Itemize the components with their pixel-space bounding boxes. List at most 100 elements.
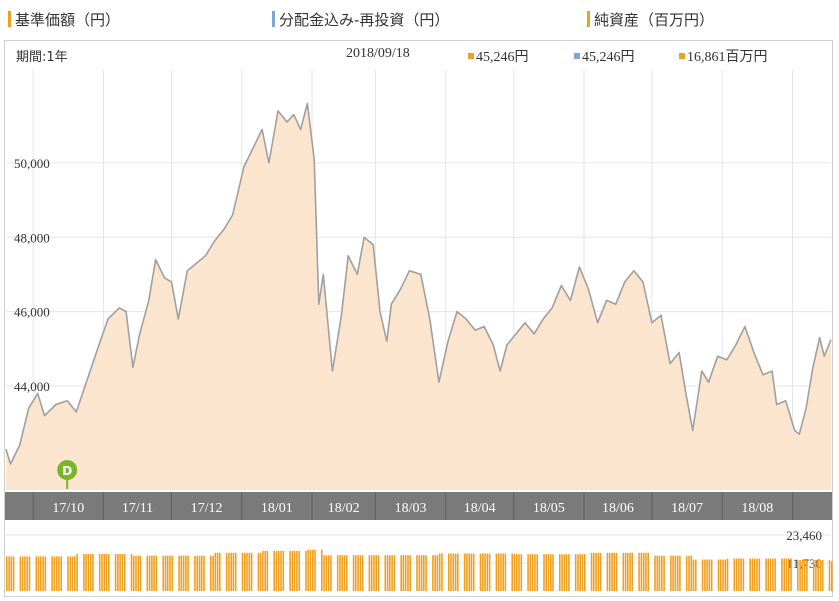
volume-bar: [166, 555, 169, 591]
volume-bar: [305, 550, 307, 591]
volume-bar: [51, 556, 53, 591]
volume-bar: [831, 561, 833, 591]
volume-bar: [663, 555, 665, 591]
volume-bar: [581, 554, 584, 591]
chart-legend-top: 基準価額（円） 分配金込み-再投資（円） 純資産（百万円）: [0, 6, 839, 32]
volume-bar: [593, 552, 595, 591]
volume-bar: [479, 553, 482, 591]
volume-bar: [547, 554, 550, 591]
volume-bar: [10, 556, 13, 591]
month-tick-label: 18/07: [671, 501, 703, 516]
volume-bar: [40, 556, 42, 591]
volume-bar: [599, 552, 602, 591]
cursor-assets-value: 16,861百万円: [679, 46, 768, 66]
month-tick-label: 18/03: [395, 501, 427, 516]
volume-bar: [552, 554, 554, 591]
volume-bar: [500, 553, 502, 591]
volume-bar: [162, 555, 164, 591]
y-tick-label: 50,000: [14, 156, 50, 171]
volume-bar: [346, 555, 348, 591]
volume-bar: [355, 555, 357, 591]
volume-bar: [706, 559, 708, 591]
volume-bar: [234, 552, 237, 591]
volume-bar: [232, 552, 235, 591]
volume-bar: [212, 555, 214, 591]
volume-bar: [738, 558, 740, 591]
volume-bar: [797, 560, 799, 591]
volume-bar: [695, 559, 697, 591]
volume-bar: [597, 552, 600, 591]
volume-bar: [710, 559, 713, 591]
volume-bar: [627, 552, 629, 591]
volume-bar: [717, 559, 720, 591]
volume-bar: [361, 555, 364, 591]
distribution-marker-label: D: [62, 464, 72, 478]
volume-bar: [790, 558, 792, 591]
volume-bar: [169, 555, 171, 591]
cursor-date: 2018/09/18: [346, 46, 410, 61]
volume-bar: [488, 553, 491, 591]
volume-bar: [12, 556, 15, 591]
volume-bar: [527, 554, 529, 591]
assets-value-swatch: [679, 53, 685, 59]
volume-bar: [307, 549, 309, 591]
legend-assets-label: 純資産（百万円）: [594, 11, 715, 29]
volume-bar: [756, 558, 758, 591]
volume-bar: [341, 555, 343, 591]
volume-bar: [375, 555, 377, 591]
volume-bar: [584, 554, 586, 591]
volume-bar: [613, 552, 615, 591]
volume-bar: [404, 555, 407, 591]
volume-bar: [654, 555, 656, 591]
volume-bar: [812, 560, 815, 591]
volume-bar: [373, 555, 375, 591]
volume-bar: [504, 553, 507, 591]
volume-bar: [275, 550, 278, 591]
volume-bar: [171, 555, 174, 591]
volume-bar: [769, 558, 772, 591]
volume-bar: [293, 550, 296, 591]
volume-bar: [225, 552, 228, 591]
volume-bar: [280, 550, 282, 591]
volume-bar: [534, 554, 536, 591]
period-label[interactable]: 期間:1年: [16, 50, 68, 65]
month-tick-label: 17/12: [191, 501, 223, 516]
volume-bar: [701, 559, 704, 591]
volume-bar: [658, 555, 661, 591]
volume-bar: [83, 554, 85, 591]
volume-bar: [787, 558, 790, 591]
volume-bar: [330, 555, 332, 591]
y-tick-label: 48,000: [14, 230, 50, 245]
volume-bar: [656, 555, 659, 591]
volume-bar: [608, 552, 611, 591]
volume-bar: [550, 554, 552, 591]
volume-bar: [327, 555, 330, 591]
legend-reinvest-label: 分配金込み-再投資（円）: [279, 11, 450, 29]
volume-bar: [577, 554, 579, 591]
volume-bar: [561, 554, 563, 591]
volume-bar: [314, 549, 316, 591]
volume-bar: [266, 550, 269, 591]
nav-value-text: 45,246円: [476, 50, 529, 65]
legend-assets-swatch: [587, 11, 590, 27]
volume-bar: [484, 553, 486, 591]
volume-bar: [19, 556, 22, 591]
volume-bar: [135, 555, 137, 591]
volume-bar: [647, 552, 649, 591]
volume-bar: [35, 556, 38, 591]
volume-tick-label: 23,460: [786, 528, 822, 543]
volume-bar: [774, 558, 776, 591]
volume-bar: [497, 553, 500, 591]
volume-bar: [123, 554, 126, 591]
volume-bar: [765, 558, 767, 591]
volume-bar: [806, 560, 808, 591]
volume-bar: [565, 554, 568, 591]
volume-bar: [185, 555, 187, 591]
volume-bar: [273, 550, 275, 591]
volume-bar: [513, 553, 516, 591]
volume-bar: [391, 555, 393, 591]
volume-bar: [819, 560, 822, 591]
volume-bar: [409, 555, 411, 591]
volume-bar: [615, 552, 618, 591]
